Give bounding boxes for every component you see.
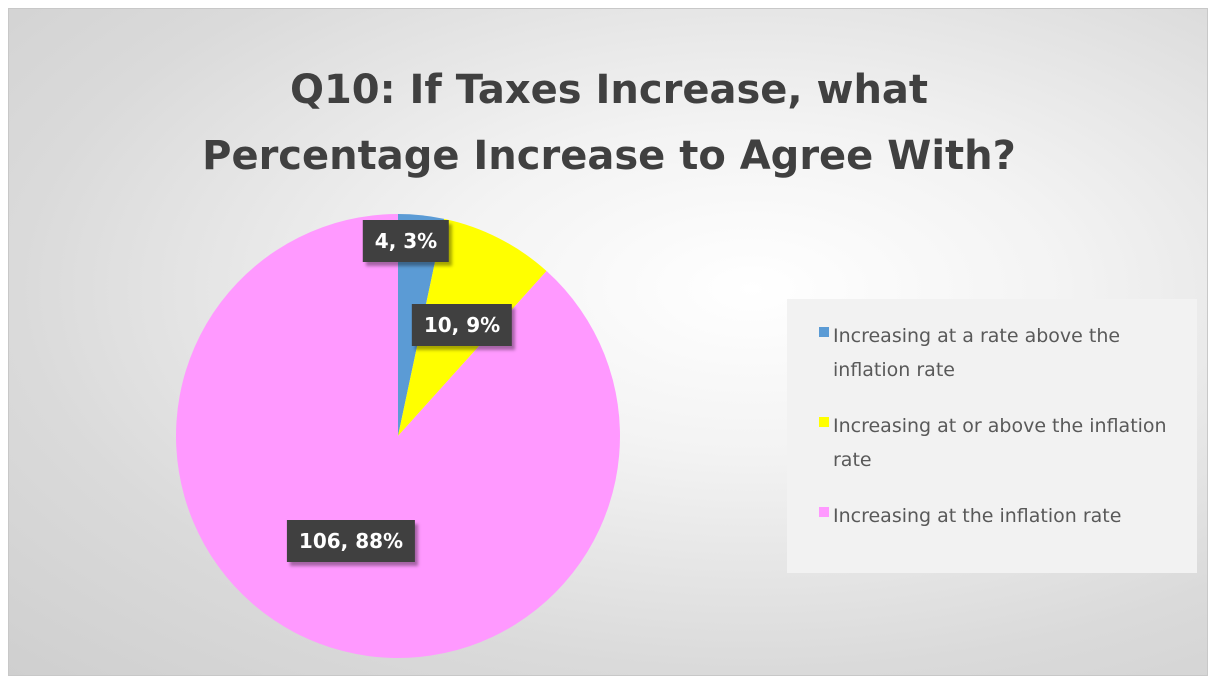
legend-label: Increasing at a rate above the inflation… xyxy=(833,325,1121,381)
legend-swatch xyxy=(819,327,829,337)
data-label-above-inflation: 4, 3% xyxy=(362,220,450,262)
legend-swatch xyxy=(819,507,829,517)
chart-area: Q10: If Taxes Increase, what Percentage … xyxy=(8,8,1208,676)
legend-item-above-inflation: Increasing at a rate above the inflation… xyxy=(819,319,1189,387)
pie-slice-at-inflation xyxy=(176,214,620,658)
legend-swatch xyxy=(819,417,829,427)
chart-title-line-2: Percentage Increase to Agree With? xyxy=(202,133,1016,179)
data-label-at-or-above-inflation: 10, 9% xyxy=(411,304,513,346)
legend-label: Increasing at the inflation rate xyxy=(833,505,1122,527)
legend-item-at-inflation: Increasing at the inflation rate xyxy=(819,499,1189,533)
legend-item-at-or-above-inflation: Increasing at or above the inflation rat… xyxy=(819,409,1189,477)
legend-label: Increasing at or above the inflation rat… xyxy=(833,415,1167,471)
chart-title: Q10: If Taxes Increase, what Percentage … xyxy=(9,57,1207,189)
chart-title-line-1: Q10: If Taxes Increase, what xyxy=(289,67,929,113)
data-label-at-inflation: 106, 88% xyxy=(286,520,416,562)
legend: Increasing at a rate above the inflation… xyxy=(787,299,1197,573)
